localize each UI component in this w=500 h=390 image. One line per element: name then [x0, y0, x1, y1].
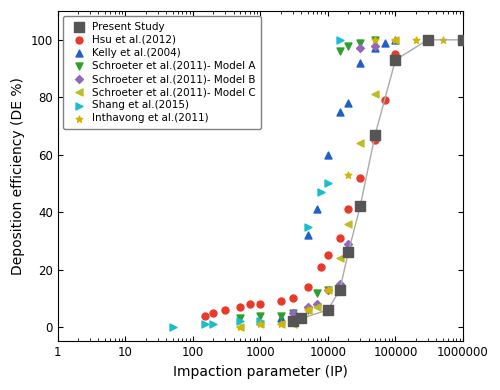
Hsu et al.(2012)	[236, 304, 244, 310]
Kelly et al.(2004)	[371, 45, 379, 51]
Schroeter et al.(2011)- Model A	[336, 48, 344, 55]
Schroeter et al.(2011)- Model A	[314, 289, 322, 296]
Hsu et al.(2012)	[336, 235, 344, 241]
Present Study	[344, 249, 352, 255]
Inthavong et al.(2011)	[438, 37, 446, 43]
Schroeter et al.(2011)- Model C	[356, 140, 364, 146]
Schroeter et al.(2011)- Model A	[371, 37, 379, 43]
Schroeter et al.(2011)- Model C	[236, 324, 244, 330]
Schroeter et al.(2011)- Model C	[314, 304, 322, 310]
Inthavong et al.(2011)	[256, 321, 264, 327]
Inthavong et al.(2011)	[412, 37, 420, 43]
Hsu et al.(2012)	[371, 137, 379, 144]
Hsu et al.(2012)	[209, 310, 217, 316]
Kelly et al.(2004)	[276, 316, 284, 322]
Schroeter et al.(2011)- Model B	[288, 310, 296, 316]
Hsu et al.(2012)	[221, 307, 229, 313]
Kelly et al.(2004)	[288, 312, 296, 319]
Schroeter et al.(2011)- Model B	[356, 45, 364, 51]
Hsu et al.(2012)	[381, 97, 389, 103]
Schroeter et al.(2011)- Model A	[356, 40, 364, 46]
Schroeter et al.(2011)- Model B	[336, 281, 344, 287]
Schroeter et al.(2011)- Model A	[256, 312, 264, 319]
Inthavong et al.(2011)	[276, 321, 284, 327]
Inthavong et al.(2011)	[324, 287, 332, 293]
Present Study	[297, 316, 305, 322]
Schroeter et al.(2011)- Model C	[392, 37, 400, 43]
Schroeter et al.(2011)- Model A	[344, 43, 352, 49]
Present Study	[459, 37, 467, 43]
Inthavong et al.(2011)	[304, 307, 312, 313]
Schroeter et al.(2011)- Model A	[304, 307, 312, 313]
Hsu et al.(2012)	[288, 295, 296, 301]
Shang et al.(2015)	[324, 180, 332, 186]
Inthavong et al.(2011)	[392, 37, 400, 43]
Schroeter et al.(2011)- Model C	[324, 287, 332, 293]
Schroeter et al.(2011)- Model B	[344, 241, 352, 247]
Shang et al.(2015)	[168, 324, 176, 330]
Kelly et al.(2004)	[314, 206, 322, 213]
Hsu et al.(2012)	[356, 175, 364, 181]
Present Study	[392, 57, 400, 63]
Schroeter et al.(2011)- Model A	[288, 310, 296, 316]
Present Study	[288, 318, 296, 324]
Kelly et al.(2004)	[344, 100, 352, 106]
Hsu et al.(2012)	[318, 264, 326, 270]
Schroeter et al.(2011)- Model C	[336, 255, 344, 261]
Present Study	[356, 203, 364, 209]
Hsu et al.(2012)	[276, 298, 284, 304]
Inthavong et al.(2011)	[459, 37, 467, 43]
Hsu et al.(2012)	[304, 284, 312, 290]
Schroeter et al.(2011)- Model C	[304, 307, 312, 313]
Present Study	[424, 37, 432, 43]
Shang et al.(2015)	[336, 37, 344, 43]
Kelly et al.(2004)	[381, 40, 389, 46]
Hsu et al.(2012)	[324, 252, 332, 259]
Schroeter et al.(2011)- Model A	[276, 312, 284, 319]
Shang et al.(2015)	[256, 318, 264, 324]
Shang et al.(2015)	[236, 318, 244, 324]
Inthavong et al.(2011)	[371, 37, 379, 43]
Schroeter et al.(2011)- Model C	[371, 91, 379, 98]
Schroeter et al.(2011)- Model B	[324, 287, 332, 293]
Schroeter et al.(2011)- Model C	[344, 221, 352, 227]
X-axis label: Impaction parameter (IP): Impaction parameter (IP)	[173, 365, 348, 379]
Hsu et al.(2012)	[392, 51, 400, 57]
Inthavong et al.(2011)	[236, 324, 244, 330]
Schroeter et al.(2011)- Model A	[324, 287, 332, 293]
Present Study	[324, 307, 332, 313]
Y-axis label: Deposition efficiency (DE %): Deposition efficiency (DE %)	[11, 77, 25, 275]
Present Study	[336, 287, 344, 293]
Schroeter et al.(2011)- Model B	[314, 301, 322, 307]
Kelly et al.(2004)	[304, 232, 312, 238]
Schroeter et al.(2011)- Model B	[371, 43, 379, 49]
Shang et al.(2015)	[209, 321, 217, 327]
Hsu et al.(2012)	[344, 206, 352, 213]
Hsu et al.(2012)	[256, 301, 264, 307]
Schroeter et al.(2011)- Model A	[236, 316, 244, 322]
Shang et al.(2015)	[288, 318, 296, 324]
Inthavong et al.(2011)	[344, 172, 352, 178]
Schroeter et al.(2011)- Model C	[276, 321, 284, 327]
Legend: Present Study, Hsu et al.(2012), Kelly et al.(2004), Schroeter et al.(2011)- Mod: Present Study, Hsu et al.(2012), Kelly e…	[63, 16, 261, 129]
Schroeter et al.(2011)- Model C	[288, 321, 296, 327]
Kelly et al.(2004)	[336, 108, 344, 115]
Shang et al.(2015)	[200, 321, 208, 327]
Kelly et al.(2004)	[356, 60, 364, 66]
Kelly et al.(2004)	[324, 152, 332, 158]
Schroeter et al.(2011)- Model C	[256, 321, 264, 327]
Shang et al.(2015)	[304, 223, 312, 230]
Kelly et al.(2004)	[392, 37, 400, 43]
Hsu et al.(2012)	[246, 301, 254, 307]
Hsu et al.(2012)	[200, 312, 208, 319]
Present Study	[371, 131, 379, 138]
Shang et al.(2015)	[318, 189, 326, 195]
Schroeter et al.(2011)- Model B	[304, 304, 312, 310]
